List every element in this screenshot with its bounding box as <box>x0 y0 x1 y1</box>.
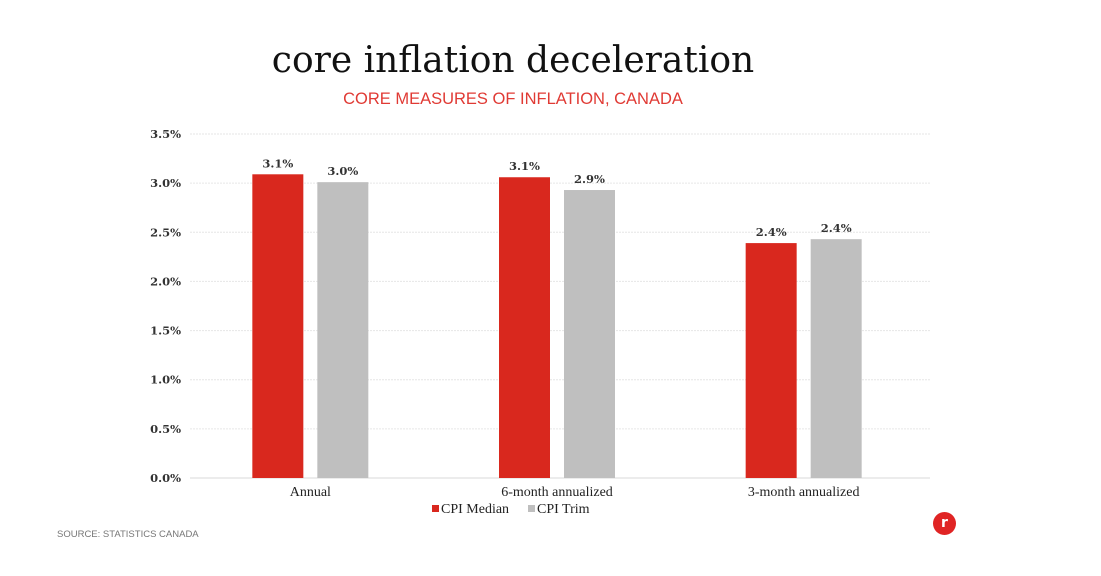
data-label: 2.4% <box>756 225 787 239</box>
bar-cpi-trim <box>810 239 862 478</box>
chart-title: core inflation deceleration <box>271 40 755 81</box>
y-tick-label: 1.5% <box>150 324 181 338</box>
legend-label: CPI Trim <box>537 502 590 517</box>
y-tick-label: 3.5% <box>150 127 181 141</box>
bar-cpi-trim <box>317 182 369 478</box>
legend-swatch-cpi-trim <box>528 505 535 512</box>
data-label: 2.9% <box>574 172 605 186</box>
y-tick-label: 3.0% <box>150 176 181 190</box>
y-tick-label: 2.0% <box>150 274 181 288</box>
y-tick-label: 0.0% <box>150 471 181 485</box>
data-label: 3.1% <box>509 159 540 173</box>
y-tick-label: 1.0% <box>150 373 181 387</box>
y-tick-label: 2.5% <box>150 225 181 239</box>
x-tick-label: 3-month annualized <box>748 485 860 500</box>
data-label: 3.0% <box>327 164 358 178</box>
legend-swatch-cpi-median <box>432 505 439 512</box>
bar-cpi-median <box>252 174 304 478</box>
brand-logo-icon: r <box>933 512 956 535</box>
bar-cpi-trim <box>564 190 615 478</box>
data-label: 2.4% <box>821 221 852 235</box>
source-note: SOURCE: STATISTICS CANADA <box>57 529 199 540</box>
data-label: 3.1% <box>262 156 293 170</box>
y-tick-label: 0.5% <box>150 422 181 436</box>
bar-cpi-median <box>745 243 797 478</box>
brand-logo-glyph: r <box>941 515 948 531</box>
x-tick-label: Annual <box>290 485 331 500</box>
legend-label: CPI Median <box>441 502 509 517</box>
bar-cpi-median <box>499 177 550 478</box>
x-tick-label: 6-month annualized <box>501 485 613 500</box>
chart-subtitle: CORE MEASURES OF INFLATION, CANADA <box>343 90 683 108</box>
